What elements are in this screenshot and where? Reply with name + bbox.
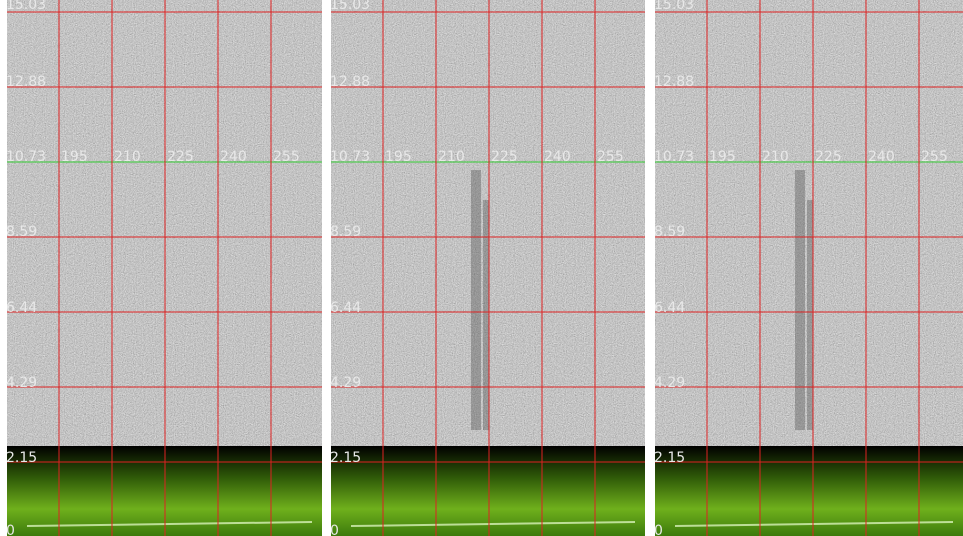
streamer bbox=[807, 200, 813, 430]
occulter bbox=[655, 446, 963, 536]
x-label: 240 bbox=[220, 149, 247, 165]
y-label: 6.44 bbox=[330, 300, 361, 316]
x-label: 195 bbox=[385, 149, 412, 165]
y-label: 4.29 bbox=[330, 375, 361, 391]
x-label: 195 bbox=[61, 149, 88, 165]
y-label: 6.44 bbox=[6, 300, 37, 316]
y-label: 15.03 bbox=[330, 0, 370, 13]
y-label: 0 bbox=[6, 523, 15, 536]
y-label: 10.73 bbox=[6, 149, 46, 165]
x-label: 255 bbox=[273, 149, 300, 165]
y-label: 2.15 bbox=[6, 450, 37, 466]
y-label: 8.59 bbox=[330, 224, 361, 240]
x-label: 225 bbox=[815, 149, 842, 165]
x-label: 240 bbox=[544, 149, 571, 165]
x-label: 195 bbox=[709, 149, 736, 165]
x-label: 210 bbox=[114, 149, 141, 165]
y-label: 4.29 bbox=[654, 375, 685, 391]
y-label: 2.15 bbox=[330, 450, 361, 466]
y-label: 0 bbox=[330, 523, 339, 536]
solar-limb bbox=[350, 521, 636, 527]
y-label: 2.15 bbox=[654, 450, 685, 466]
coronagraph-image bbox=[655, 0, 963, 446]
streamer bbox=[483, 200, 489, 430]
x-label: 210 bbox=[438, 149, 465, 165]
streamer bbox=[471, 170, 481, 430]
x-label: 210 bbox=[762, 149, 789, 165]
image-panel: 15.03 12.88 10.73 8.59 6.44 4.29 2.15 0 195 210 22… bbox=[654, 0, 963, 536]
y-label: 15.03 bbox=[654, 0, 694, 13]
x-label: 240 bbox=[868, 149, 895, 165]
image-panel: 15.03 12.88 10.73 8.59 6.44 4.29 2.15 0 195 210 22… bbox=[330, 0, 645, 536]
y-label: 12.88 bbox=[6, 74, 46, 90]
y-label: 12.88 bbox=[654, 74, 694, 90]
solar-limb bbox=[26, 521, 313, 527]
y-label: 12.88 bbox=[330, 74, 370, 90]
y-label: 10.73 bbox=[654, 149, 694, 165]
streamer bbox=[795, 170, 805, 430]
y-label: 8.59 bbox=[6, 224, 37, 240]
y-label: 0 bbox=[654, 523, 663, 536]
x-label: 255 bbox=[597, 149, 624, 165]
y-label: 15.03 bbox=[6, 0, 46, 13]
y-label: 10.73 bbox=[330, 149, 370, 165]
solar-limb bbox=[674, 521, 954, 527]
x-label: 225 bbox=[167, 149, 194, 165]
y-label: 8.59 bbox=[654, 224, 685, 240]
image-panel: 15.03 12.88 10.73 8.59 6.44 4.29 2.15 0 195 210 22… bbox=[6, 0, 322, 536]
y-label: 6.44 bbox=[654, 300, 685, 316]
y-label: 4.29 bbox=[6, 375, 37, 391]
x-label: 225 bbox=[491, 149, 518, 165]
x-label: 255 bbox=[921, 149, 948, 165]
